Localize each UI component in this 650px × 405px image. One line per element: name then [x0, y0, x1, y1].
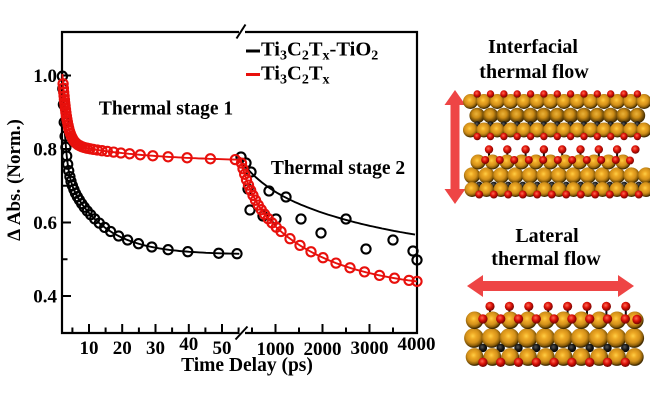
svg-text:10: 10	[80, 338, 99, 359]
svg-text:Interfacial: Interfacial	[488, 36, 578, 58]
svg-text:Ti3C2Tx: Ti3C2Tx	[261, 63, 330, 88]
svg-text:Ti3C2Tx-TiO2: Ti3C2Tx-TiO2	[261, 39, 378, 64]
svg-text:1.0: 1.0	[33, 66, 57, 87]
svg-text:thermal flow: thermal flow	[479, 61, 589, 83]
svg-text:3000: 3000	[351, 338, 389, 359]
svg-text:0.4: 0.4	[33, 287, 57, 308]
svg-text:Time Delay (ps): Time Delay (ps)	[181, 355, 313, 376]
svg-text:40: 40	[179, 334, 198, 355]
svg-text:thermal flow: thermal flow	[491, 248, 601, 270]
svg-text:30: 30	[146, 338, 165, 359]
svg-text:4000: 4000	[398, 334, 436, 355]
svg-text:20: 20	[113, 338, 132, 359]
svg-text:0.6: 0.6	[33, 213, 57, 234]
svg-text:Thermal stage 2: Thermal stage 2	[271, 158, 405, 179]
svg-text:Thermal stage 1: Thermal stage 1	[99, 99, 233, 120]
svg-text:0.8: 0.8	[33, 140, 57, 161]
svg-text:Δ Abs. (Norm.): Δ Abs. (Norm.)	[4, 119, 25, 241]
svg-text:Lateral: Lateral	[515, 225, 579, 247]
